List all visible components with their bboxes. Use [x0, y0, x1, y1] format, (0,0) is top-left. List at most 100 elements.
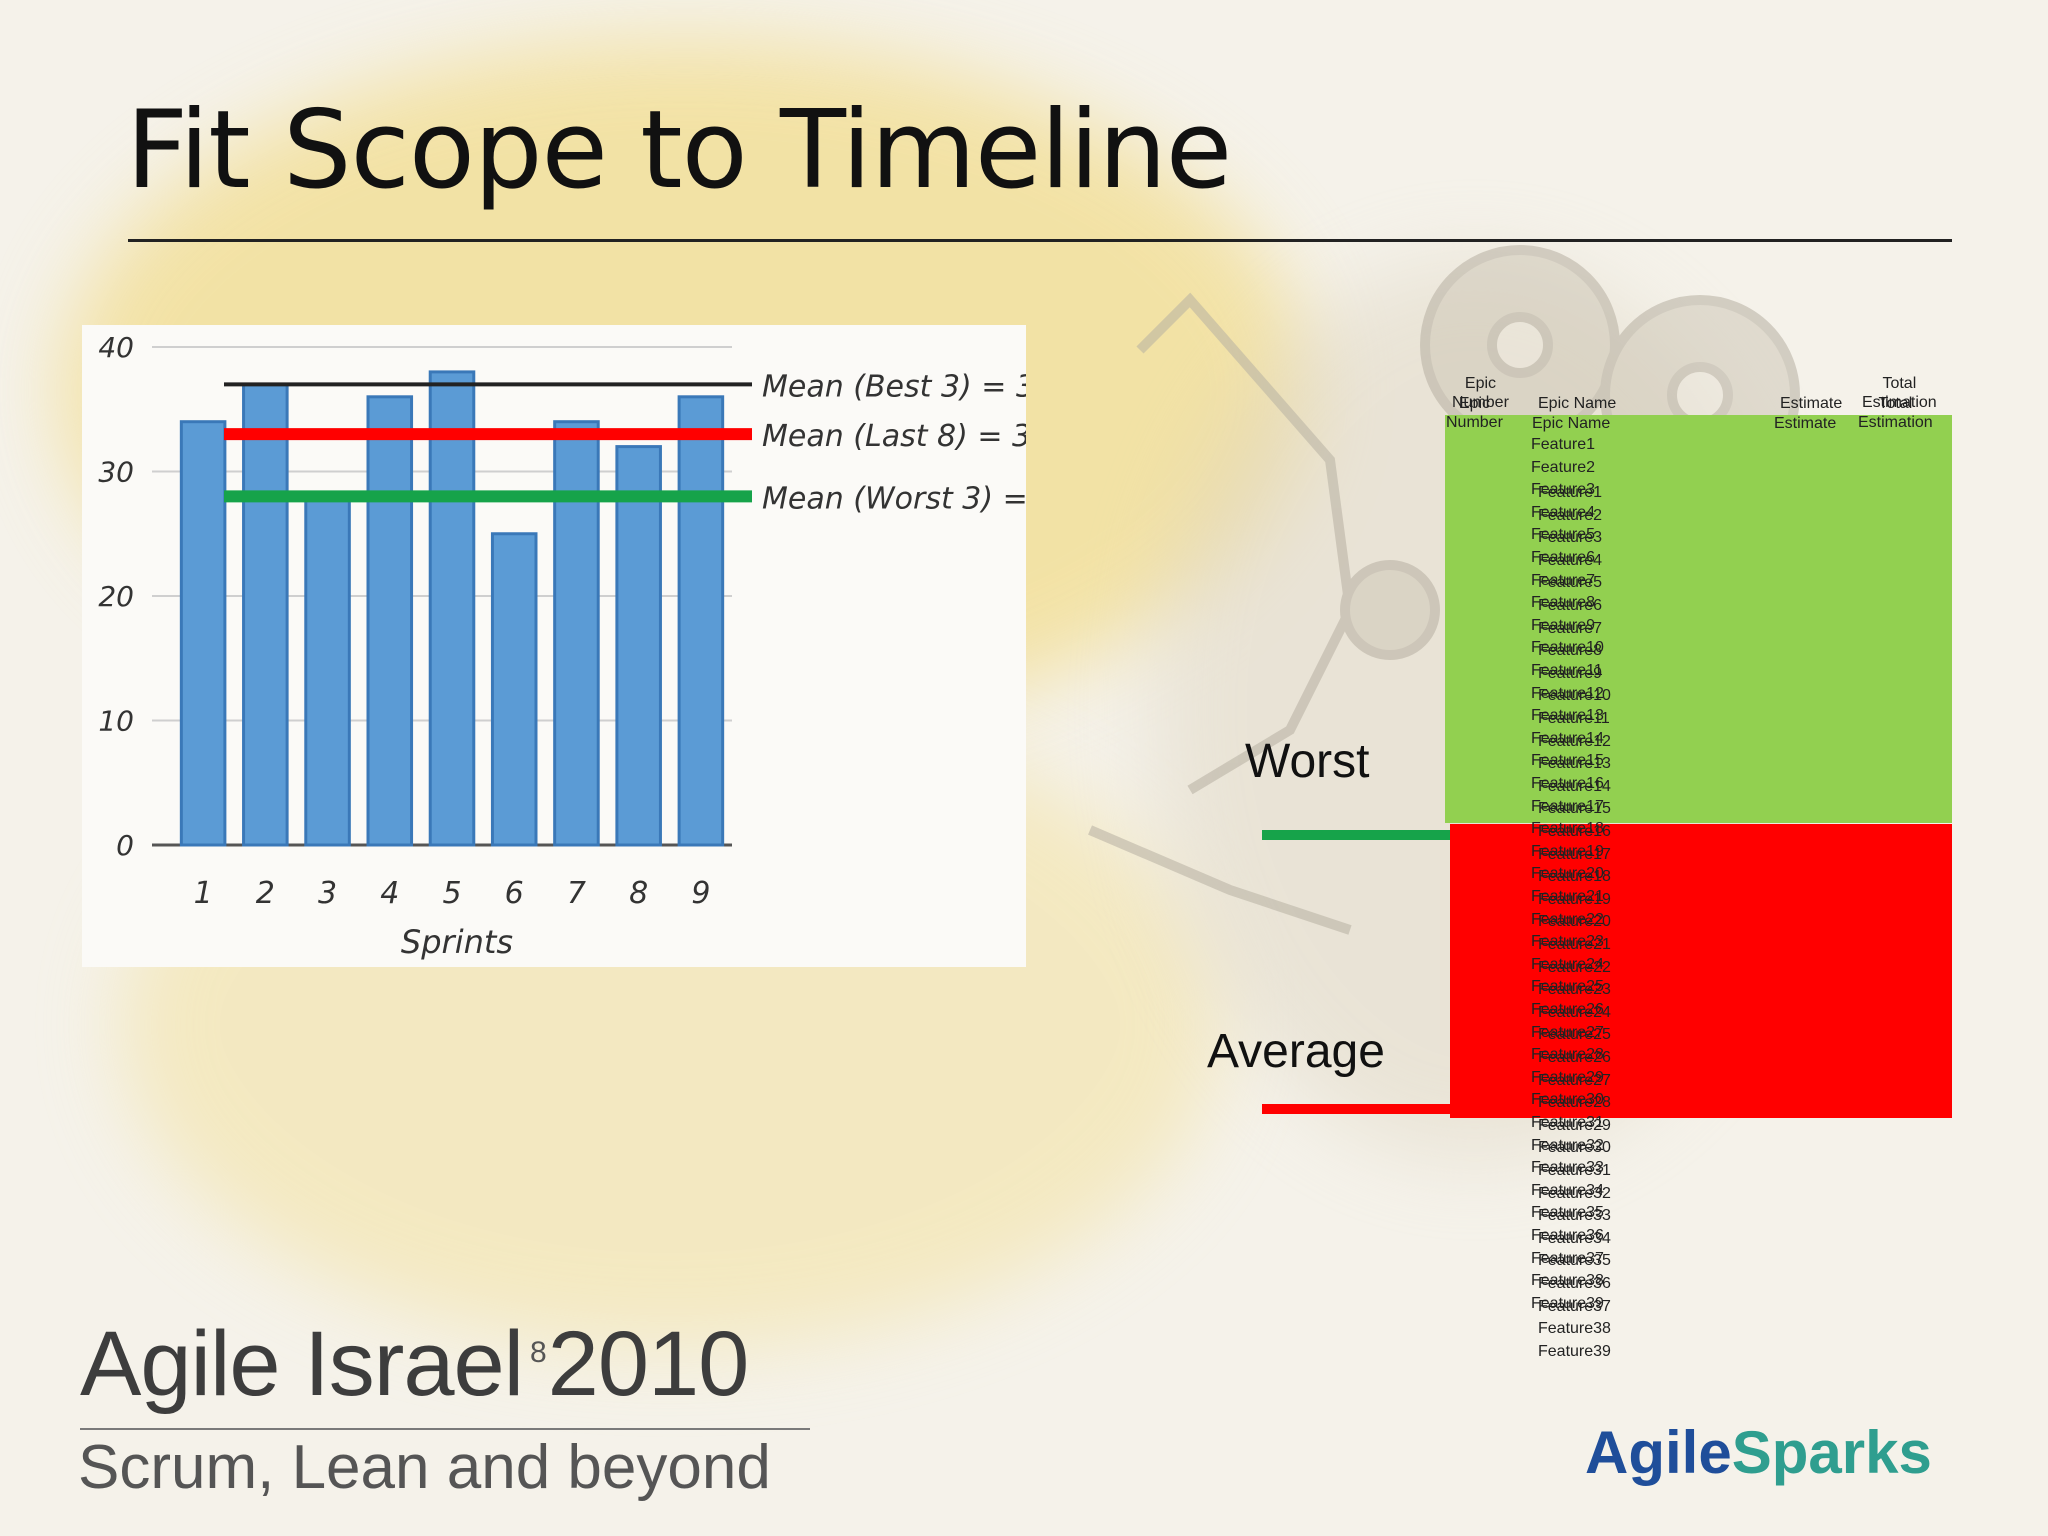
page-number: 8	[530, 1336, 547, 1369]
feature-row-overlay: Feature8	[1538, 642, 1603, 660]
chart-panel: 0 10 20 30 40 1 2 3 4 5 6 7 8 9 Sprints Mean (Best 3) =…	[82, 325, 1026, 967]
feature-row-overlay: Feature5	[1538, 574, 1603, 592]
x-tick-label: 2	[256, 876, 275, 911]
feature-row: Feature9	[1531, 616, 1596, 634]
feature-row: Feature8	[1531, 594, 1596, 612]
feature-row: Feature35	[1531, 1204, 1604, 1222]
reference-line-label: Mean (Best 3) = 37	[762, 369, 1026, 404]
reference-line-label: Mean (Last 8) = 33	[762, 419, 1026, 454]
feature-row: Feature38	[1531, 1272, 1604, 1290]
feature-row: Feature21	[1531, 888, 1604, 905]
average-marker-line	[1262, 1104, 1452, 1114]
feature-row-overlay: Feature36	[1538, 1275, 1611, 1292]
average-label: Average	[1207, 1025, 1385, 1078]
feature-row-overlay: Feature16	[1538, 823, 1611, 840]
feature-row-overlay: Feature34	[1538, 1229, 1611, 1247]
header-epic-name: Epic Name	[1538, 395, 1617, 412]
bar	[428, 370, 476, 847]
bar	[490, 532, 538, 847]
reference-line-label: Mean (Worst 3) = 28	[762, 481, 1026, 516]
event-name: Agile Israel 2010	[80, 1313, 749, 1415]
feature-row: Feature32	[1531, 1136, 1604, 1154]
feature-row: Feature17	[1531, 797, 1604, 815]
feature-row-overlay: Feature31	[1538, 1162, 1611, 1179]
feature-row: Feature11	[1531, 662, 1603, 679]
feature-row: Feature23	[1531, 933, 1604, 951]
x-tick-label: 8	[629, 876, 648, 911]
feature-row-overlay: Feature28	[1538, 1094, 1611, 1112]
feature-row: Feature1	[1531, 436, 1596, 453]
bar	[179, 420, 227, 847]
header-estimate-dup: Estimate	[1774, 415, 1837, 432]
feature-row-overlay: Feature17	[1538, 845, 1611, 863]
feature-row-overlay: Feature14	[1538, 777, 1611, 795]
x-tick-label: 3	[318, 876, 337, 911]
feature-row: Feature3	[1531, 481, 1596, 499]
header-total-estimation: Total Estimation	[1862, 375, 1937, 411]
feature-row: Feature14	[1531, 729, 1604, 747]
feature-row: Feature34	[1531, 1181, 1604, 1199]
feature-row-overlay: Feature26	[1538, 1049, 1611, 1066]
feature-row: Feature13	[1531, 707, 1604, 725]
footer-divider	[80, 1428, 810, 1430]
feature-row: Feature25	[1531, 978, 1604, 996]
feature-row-overlay: Feature27	[1538, 1071, 1611, 1089]
feature-row: Feature20	[1531, 865, 1604, 883]
feature-row-overlay: Feature11	[1538, 710, 1610, 727]
risk-zone	[1450, 824, 1952, 1118]
header-epic-number-dup: Epic Number	[1446, 395, 1503, 431]
feature-row: Feature16	[1531, 775, 1604, 792]
feature-row-overlay: Feature24	[1538, 1003, 1611, 1021]
feature-row: Feature6	[1531, 549, 1596, 566]
worst-marker-line	[1262, 830, 1452, 840]
title-divider	[128, 239, 1952, 242]
feature-row: Feature36	[1531, 1227, 1604, 1244]
feature-row-overlay: Feature21	[1538, 936, 1611, 953]
feature-row-overlay: Feature20	[1538, 913, 1611, 931]
bar	[615, 445, 662, 847]
x-tick-label: 4	[380, 876, 399, 911]
feature-row: Feature30	[1531, 1091, 1604, 1109]
feature-row: Feature7	[1531, 571, 1596, 589]
feature-row-overlay: Feature10	[1538, 687, 1611, 705]
header-epic-name-dup: Epic Name	[1532, 415, 1611, 432]
bar	[242, 382, 289, 847]
feature-row-overlay: Feature6	[1538, 597, 1603, 614]
feature-row-overlay: Feature12	[1538, 732, 1611, 750]
feature-row-overlay: Feature37	[1538, 1297, 1611, 1315]
header-estimate: Estimate	[1780, 395, 1843, 412]
slide-title: Fit Scope to Timeline	[126, 88, 1232, 213]
header-epic-number: Epic Number	[1452, 375, 1509, 411]
y-tick-label: 20	[98, 580, 134, 613]
feature-row-overlay: Feature18	[1538, 868, 1611, 886]
feature-row-overlay: Feature13	[1538, 755, 1611, 773]
feature-row: Feature28	[1531, 1046, 1604, 1064]
feature-row-overlay: Feature38	[1538, 1320, 1611, 1338]
feature-row: Feature4	[1531, 503, 1596, 521]
x-tick-label: 5	[442, 876, 461, 911]
bar	[677, 395, 725, 847]
feature-row-overlay: Feature23	[1538, 981, 1611, 999]
feature-row-overlay: Feature3	[1538, 529, 1603, 547]
bar	[304, 494, 351, 847]
feature-row: Feature27	[1531, 1023, 1604, 1041]
feature-row-overlay: Feature30	[1538, 1139, 1611, 1157]
bar	[366, 395, 414, 847]
bar	[553, 420, 600, 847]
feature-row-overlay: Feature33	[1538, 1207, 1611, 1225]
feature-row-overlay: Feature39	[1538, 1342, 1611, 1360]
feature-row: Feature10	[1531, 639, 1604, 657]
feature-row-overlay: Feature15	[1538, 800, 1611, 818]
y-tick-label: 10	[98, 705, 134, 738]
x-tick-label: 9	[691, 876, 710, 911]
feature-row-overlay: Feature7	[1538, 619, 1603, 637]
logo-agile: Agile	[1585, 1419, 1732, 1486]
feature-row: Feature5	[1531, 526, 1596, 544]
feature-row: Feature15	[1531, 752, 1604, 770]
feature-row-overlay: Feature29	[1538, 1116, 1611, 1134]
x-tick-label: 1	[194, 876, 213, 911]
header-total-estimation-dup: Total Estimation	[1858, 395, 1933, 431]
fits-zone	[1445, 415, 1952, 823]
y-tick-label: 30	[98, 456, 134, 489]
